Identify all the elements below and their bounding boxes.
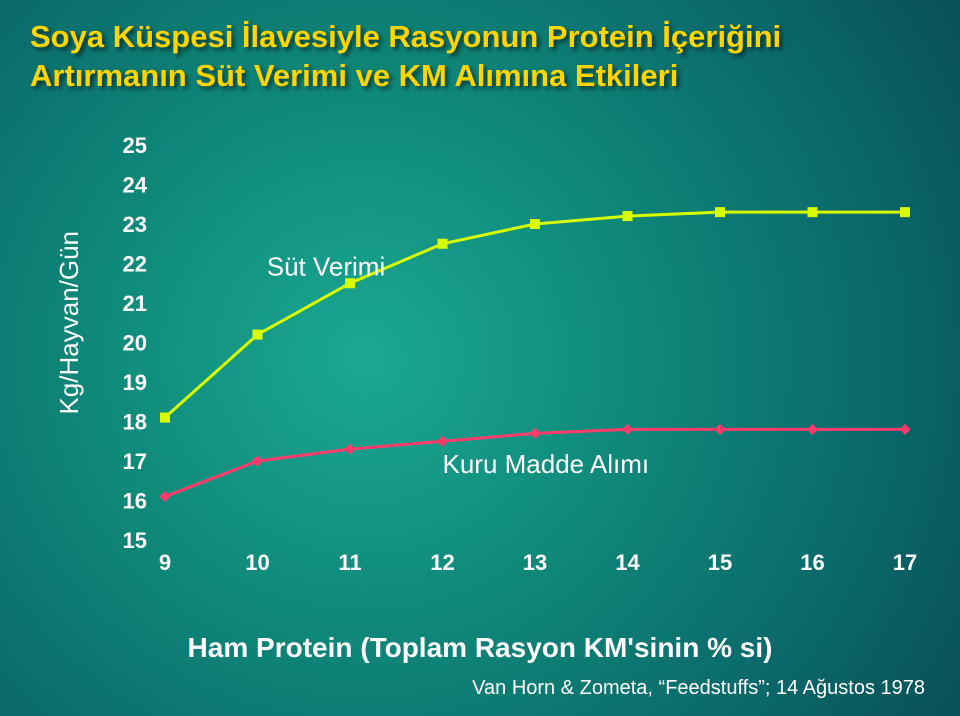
series-marker	[808, 207, 818, 217]
series-marker	[900, 207, 910, 217]
x-tick-label: 12	[430, 550, 454, 575]
y-tick-label: 18	[123, 410, 147, 435]
series-marker	[715, 207, 725, 217]
y-tick-label: 22	[123, 252, 147, 277]
series-label: Kuru Madde Alımı	[443, 449, 650, 479]
slide-title: Soya Küspesi İlavesiyle Rasyonun Protein…	[30, 18, 930, 96]
y-axis-label: Kg/Hayvan/Gün	[54, 231, 84, 415]
series-label: Süt Verimi	[267, 251, 386, 281]
series-marker	[530, 428, 541, 439]
x-tick-label: 13	[523, 550, 547, 575]
series-marker	[160, 413, 170, 423]
y-tick-label: 21	[123, 291, 147, 316]
x-tick-label: 10	[245, 550, 269, 575]
y-tick-label: 15	[123, 528, 147, 553]
y-tick-label: 20	[123, 331, 147, 356]
y-tick-label: 16	[123, 489, 147, 514]
x-tick-label: 15	[708, 550, 732, 575]
y-tick-label: 19	[123, 370, 147, 395]
footnote: Van Horn & Zometa, “Feedstuffs”; 14 Ağus…	[472, 677, 925, 700]
series-marker	[252, 456, 263, 467]
y-tick-label: 24	[123, 173, 148, 198]
series-marker	[715, 424, 726, 435]
y-tick-label: 17	[123, 449, 147, 474]
chart-container: Kg/Hayvan/Gün252423222120191817161591011…	[60, 145, 930, 600]
series-marker	[253, 330, 263, 340]
x-tick-label: 9	[159, 550, 171, 575]
series-marker	[623, 211, 633, 221]
series-marker	[437, 436, 448, 447]
x-tick-label: 14	[615, 550, 640, 575]
series-marker	[160, 491, 171, 502]
series-marker	[438, 239, 448, 249]
slide: Soya Küspesi İlavesiyle Rasyonun Protein…	[0, 0, 960, 716]
x-axis-caption: Ham Protein (Toplam Rasyon KM'sinin % si…	[0, 632, 960, 664]
x-tick-label: 16	[800, 550, 824, 575]
series-line	[165, 212, 905, 417]
y-tick-label: 25	[123, 133, 147, 158]
series-marker	[807, 424, 818, 435]
series-marker	[530, 219, 540, 229]
x-tick-label: 17	[893, 550, 917, 575]
series-marker	[900, 424, 911, 435]
line-chart: Kg/Hayvan/Gün252423222120191817161591011…	[60, 145, 930, 600]
x-tick-label: 11	[338, 550, 361, 575]
y-tick-label: 23	[123, 212, 147, 237]
series-marker	[345, 444, 356, 455]
series-marker	[622, 424, 633, 435]
